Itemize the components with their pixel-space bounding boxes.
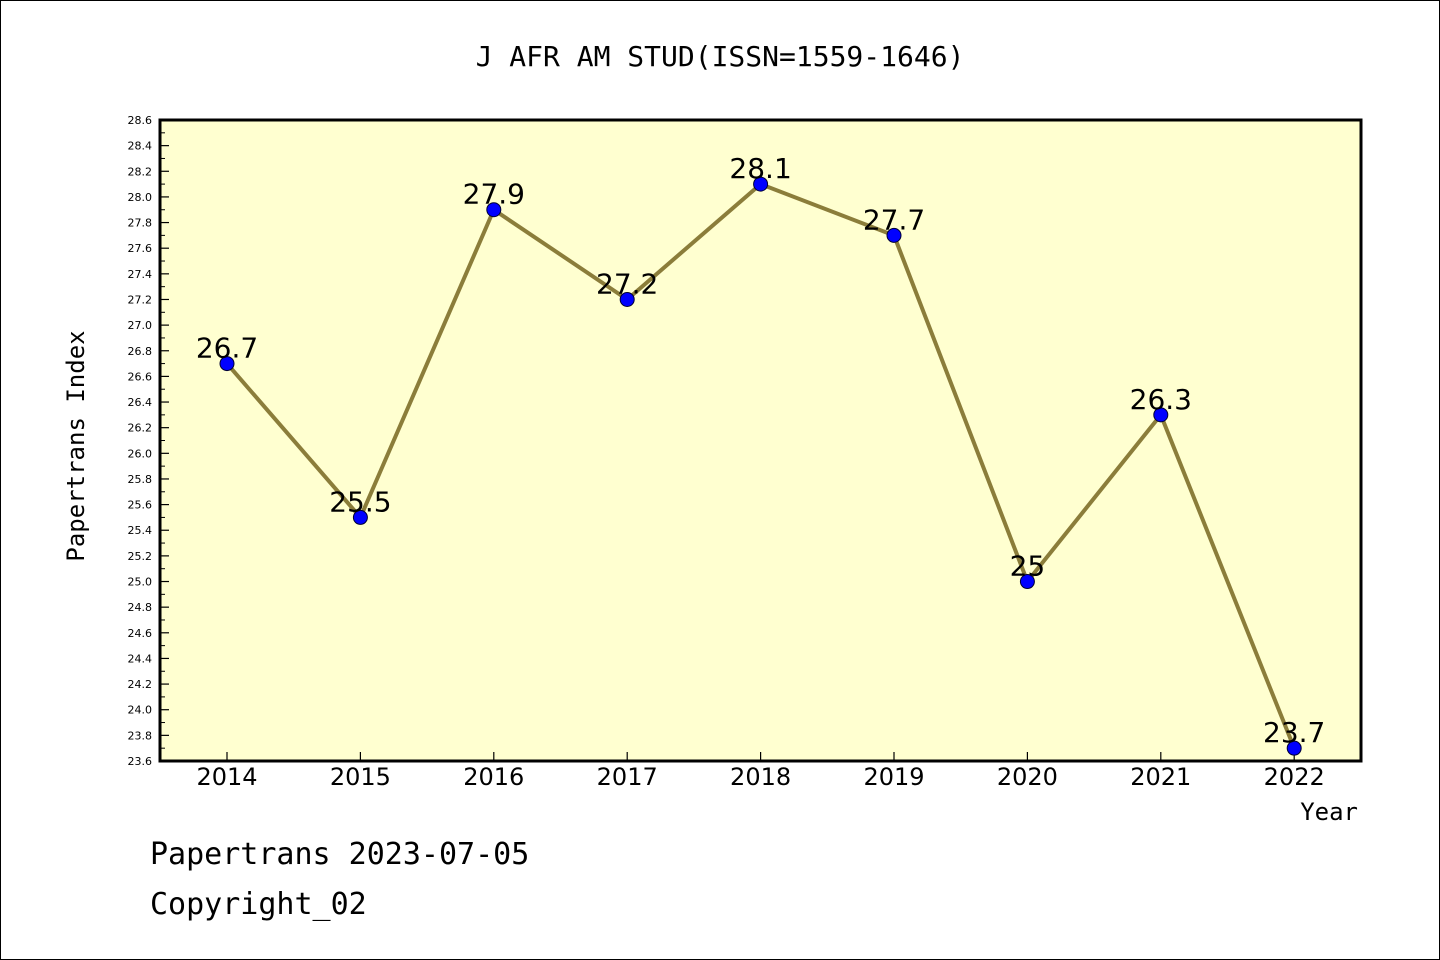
y-tick-label: 23.8 bbox=[128, 729, 153, 742]
x-tick-label: 2014 bbox=[196, 763, 257, 791]
y-tick-label: 26.4 bbox=[128, 396, 153, 409]
y-tick-label: 28.0 bbox=[128, 191, 153, 204]
y-tick-label: 26.8 bbox=[128, 345, 153, 358]
chart-title: J AFR AM STUD(ISSN=1559-1646) bbox=[476, 40, 965, 73]
y-tick-label: 26.6 bbox=[128, 370, 153, 383]
data-point bbox=[1019, 574, 1035, 590]
y-tick-label: 24.4 bbox=[128, 652, 153, 665]
x-tick-label: 2015 bbox=[330, 763, 391, 791]
y-tick-label: 25.2 bbox=[128, 550, 153, 563]
x-axis-ticks: 2014 2015 2016 2017 2018 2019 2020 2021 2022 bbox=[196, 752, 1325, 791]
y-tick-label: 27.2 bbox=[128, 293, 153, 306]
x-tick-label: 2021 bbox=[1130, 763, 1191, 791]
plot-area bbox=[160, 120, 1361, 761]
y-tick-label: 24.6 bbox=[128, 627, 153, 640]
data-point bbox=[486, 202, 502, 218]
x-tick-label: 2022 bbox=[1264, 763, 1325, 791]
y-tick-label: 24.0 bbox=[128, 704, 153, 717]
data-point bbox=[753, 176, 769, 192]
data-label: 25 bbox=[1010, 550, 1046, 583]
x-tick-label: 2017 bbox=[597, 763, 658, 791]
y-tick-label: 26.2 bbox=[128, 422, 153, 435]
y-tick-label: 26.0 bbox=[128, 447, 153, 460]
data-point bbox=[1153, 407, 1169, 423]
y-tick-label: 24.2 bbox=[128, 678, 153, 691]
y-tick-label: 28.6 bbox=[128, 114, 153, 127]
y-tick-label: 27.4 bbox=[128, 268, 153, 281]
y-tick-label: 24.8 bbox=[128, 601, 153, 614]
data-label: 27.9 bbox=[463, 178, 525, 211]
data-label: 28.1 bbox=[729, 152, 791, 185]
y-tick-label: 25.8 bbox=[128, 473, 153, 486]
data-points bbox=[219, 176, 1302, 756]
x-tick-label: 2020 bbox=[997, 763, 1058, 791]
data-label: 26.3 bbox=[1130, 383, 1192, 416]
x-axis-label: Year bbox=[1300, 798, 1358, 826]
y-tick-label: 27.0 bbox=[128, 319, 153, 332]
data-label: 27.2 bbox=[596, 267, 658, 300]
plot-border bbox=[158, 118, 1363, 763]
data-point bbox=[886, 227, 902, 243]
data-point bbox=[619, 291, 635, 307]
footer-copyright: Copyright_02 bbox=[150, 887, 367, 922]
data-point bbox=[352, 509, 368, 525]
data-point bbox=[219, 356, 235, 372]
x-tick-label: 2016 bbox=[463, 763, 524, 791]
data-label: 25.5 bbox=[329, 485, 391, 518]
y-axis-label: Papertrans Index bbox=[62, 330, 90, 561]
y-tick-label: 27.8 bbox=[128, 217, 153, 230]
data-labels: 26.7 25.5 27.9 27.2 28.1 27.7 25 26.3 23.7 bbox=[196, 152, 1326, 749]
y-tick-label: 27.6 bbox=[128, 242, 153, 255]
x-tick-label: 2019 bbox=[863, 763, 924, 791]
y-tick-label: 28.2 bbox=[128, 165, 153, 178]
y-tick-label: 25.0 bbox=[128, 576, 153, 589]
footer-date: Papertrans 2023-07-05 bbox=[150, 837, 529, 872]
x-tick-label: 2018 bbox=[730, 763, 791, 791]
y-tick-label: 28.4 bbox=[128, 140, 153, 153]
data-label: 23.7 bbox=[1263, 716, 1325, 749]
data-point bbox=[1286, 740, 1302, 756]
data-label: 26.7 bbox=[196, 332, 258, 365]
y-tick-label: 25.6 bbox=[128, 499, 153, 512]
data-label: 27.7 bbox=[863, 203, 925, 236]
y-tick-label: 23.6 bbox=[128, 755, 153, 768]
y-tick-label: 25.4 bbox=[128, 524, 153, 537]
